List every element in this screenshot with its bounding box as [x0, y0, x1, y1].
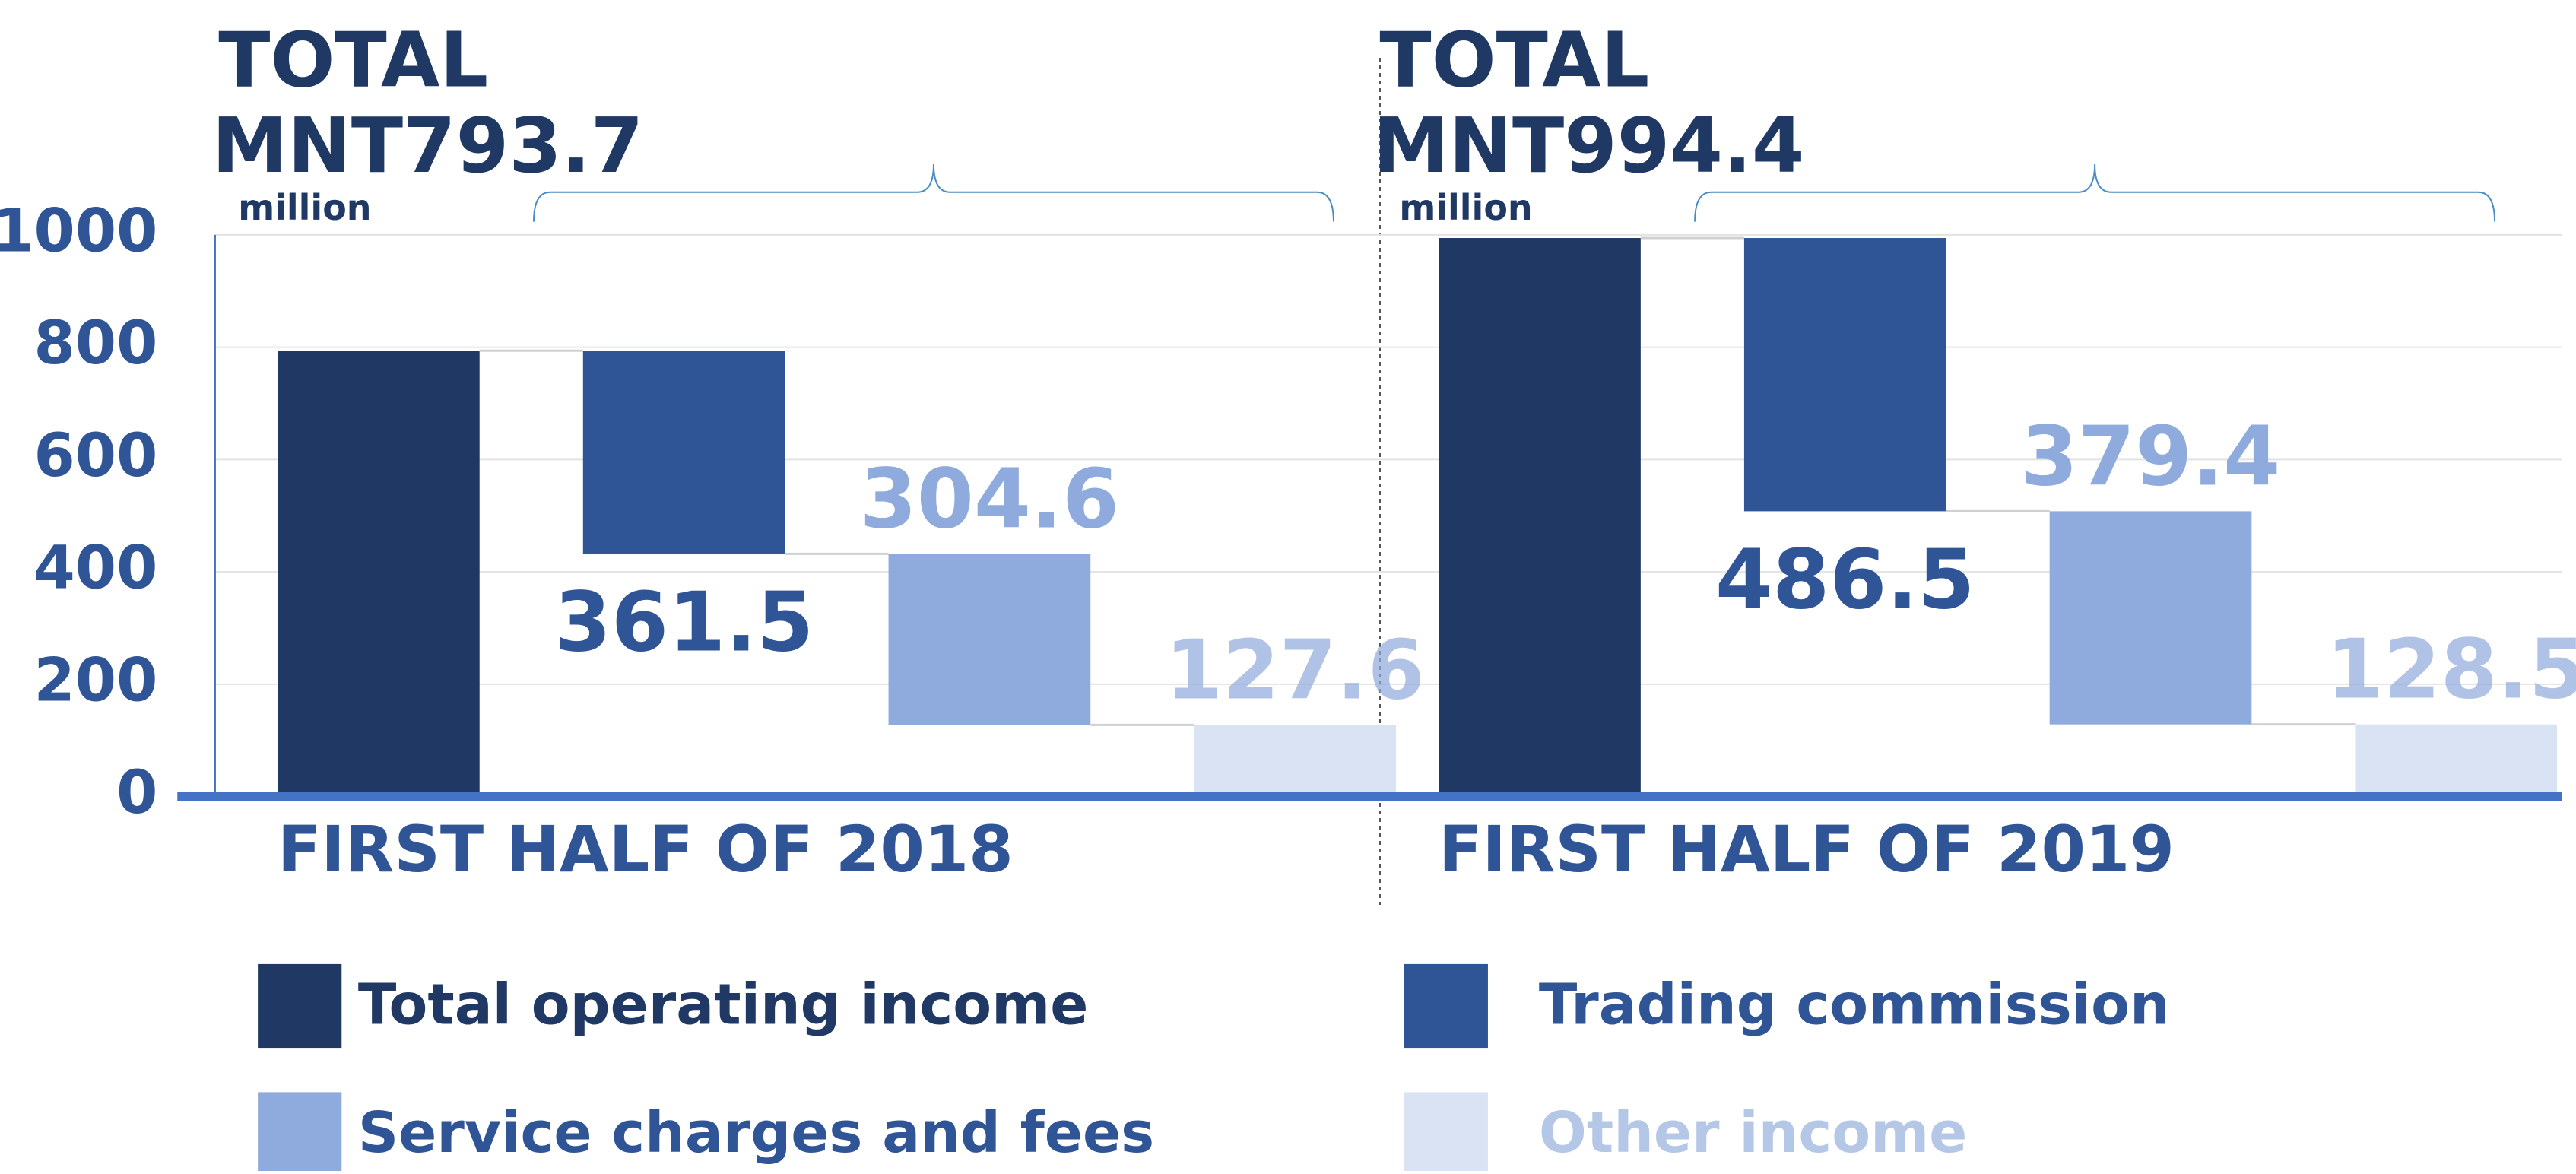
- y-tick-label: 800: [34, 309, 158, 378]
- data-label: 128.5: [2326, 623, 2576, 718]
- bar: [1194, 725, 1396, 797]
- bar: [278, 351, 480, 797]
- bar: [2049, 511, 2252, 725]
- bar: [582, 351, 785, 554]
- bar: [1439, 238, 1641, 797]
- x-axis-label: FIRST HALF OF 2018: [278, 812, 1014, 887]
- bar: [888, 554, 1091, 725]
- y-tick-label: 0: [116, 759, 157, 827]
- panel-unit: million: [238, 187, 371, 228]
- panel-title: TOTAL: [218, 16, 488, 105]
- legend-swatch: [258, 1092, 342, 1174]
- brace: [533, 163, 1334, 222]
- x-axis-label: FIRST HALF OF 2019: [1439, 812, 2175, 887]
- legend-swatch: [258, 963, 342, 1049]
- data-label: 304.6: [860, 452, 1120, 547]
- legend-swatch: [1404, 1092, 1488, 1174]
- legend-swatch: [1404, 963, 1488, 1049]
- bar: [1743, 238, 1946, 512]
- legend-label: Other income: [1539, 1100, 1967, 1166]
- data-label: 127.6: [1165, 623, 1425, 718]
- data-label: 361.5: [554, 575, 814, 670]
- data-label: 379.4: [2021, 409, 2281, 504]
- y-tick-label: 1000: [0, 197, 157, 265]
- y-tick-label: 400: [34, 535, 158, 603]
- bar: [2355, 724, 2558, 797]
- brace: [1694, 163, 2496, 222]
- panel-total: MNT994.4: [1373, 101, 1805, 190]
- legend-label: Total operating income: [358, 973, 1089, 1038]
- data-label: 486.5: [1715, 532, 1975, 627]
- legend-label: Service charges and fees: [358, 1100, 1154, 1166]
- panel-unit: million: [1399, 187, 1532, 228]
- legend-label: Trading commission: [1539, 973, 2170, 1038]
- panel-total: MNT793.7: [212, 101, 644, 190]
- y-tick-label: 600: [34, 422, 158, 490]
- y-tick-label: 200: [34, 646, 158, 715]
- panel-title: TOTAL: [1379, 16, 1649, 105]
